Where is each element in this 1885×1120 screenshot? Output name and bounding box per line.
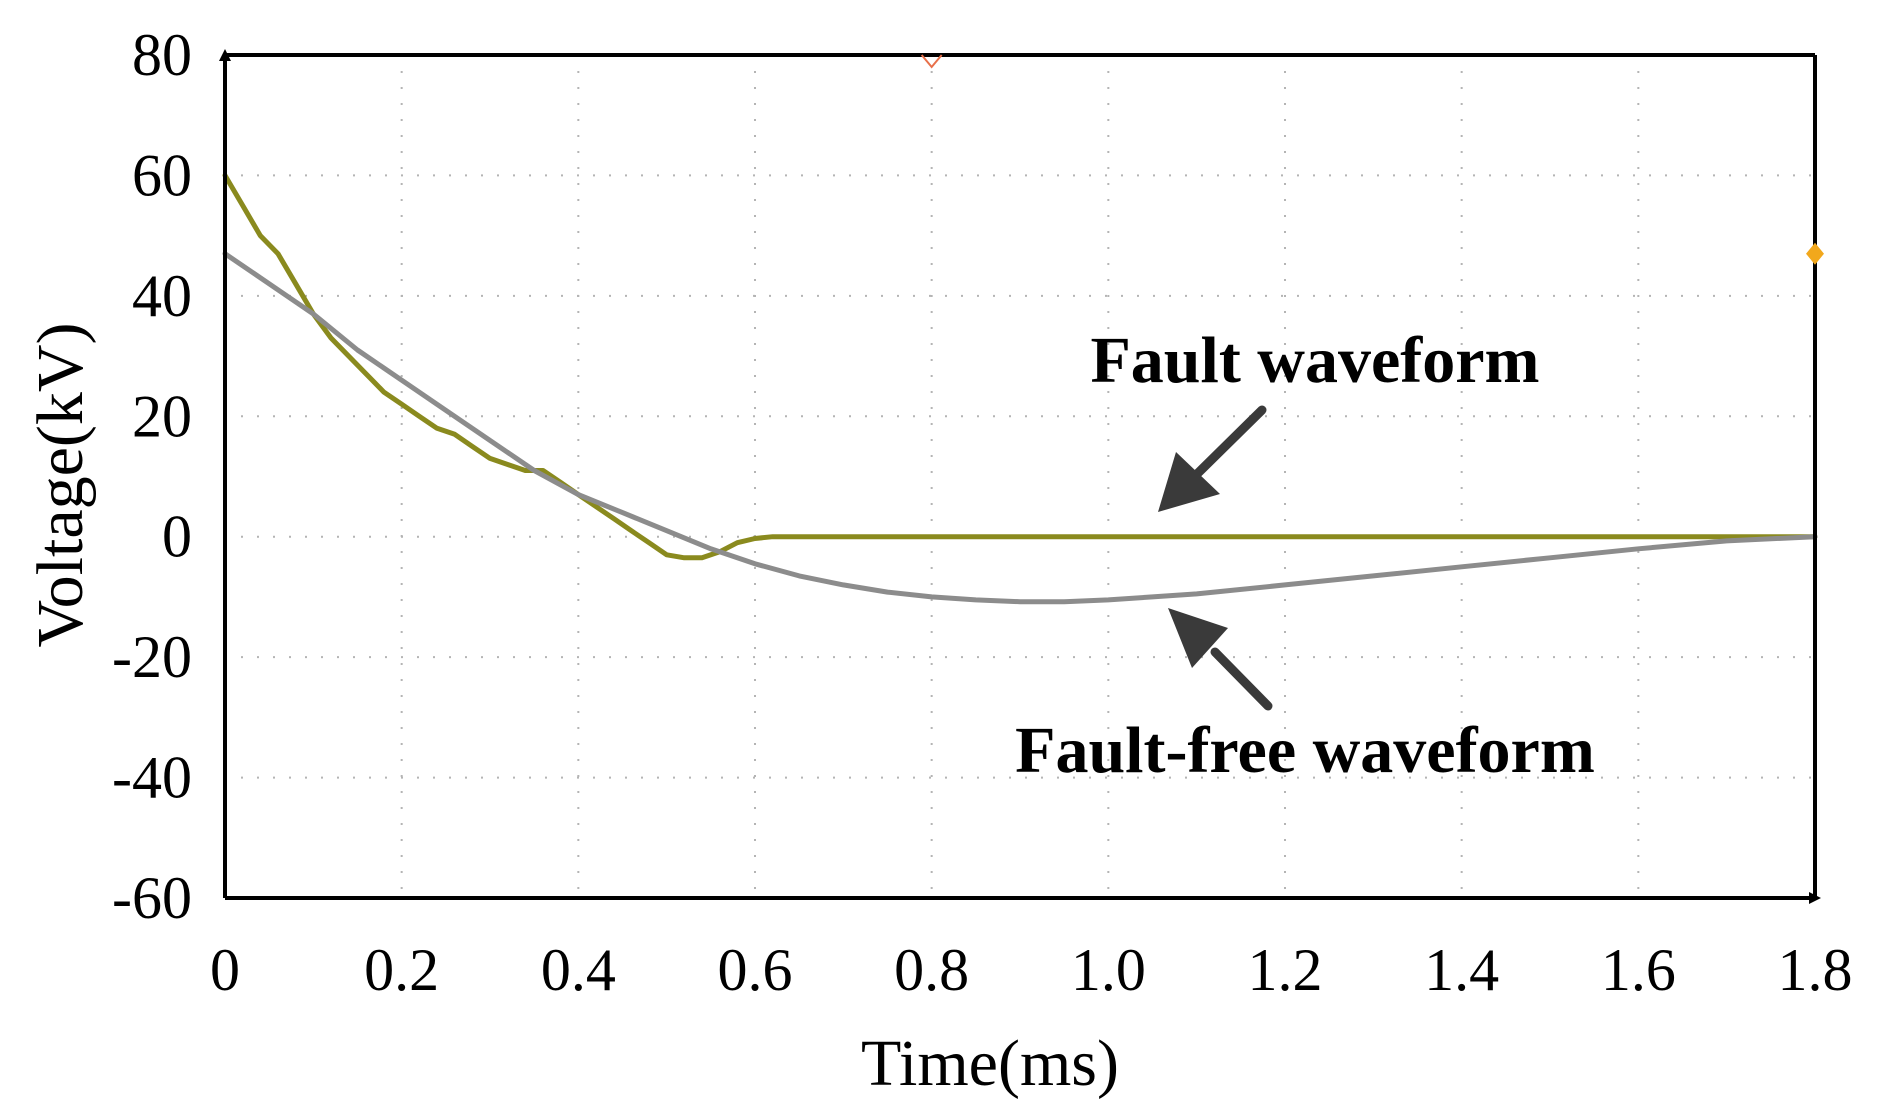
y-tick-label: 20 <box>132 383 192 449</box>
series-line-fault-free-waveform <box>222 251 1818 605</box>
x-tick-label: 1.4 <box>1424 937 1499 1003</box>
x-tick-label: 1.8 <box>1778 937 1853 1003</box>
y-tick-label: 0 <box>162 504 192 570</box>
x-tick-label: 1.2 <box>1248 937 1323 1003</box>
x-tick-label: 0 <box>210 937 240 1003</box>
x-tick-label: 0.2 <box>364 937 439 1003</box>
trigger-marker-icon <box>920 54 943 69</box>
y-tick-label: -40 <box>112 745 192 811</box>
y-tick-label: 60 <box>132 142 192 208</box>
x-tick-label: 0.4 <box>541 937 616 1003</box>
y-tick-label: 40 <box>132 263 192 329</box>
series-group <box>222 172 1818 605</box>
x-tick-labels: 0 0.2 0.4 0.6 0.8 1.0 1.2 1.4 1.6 1.8 <box>210 937 1853 1003</box>
level-marker-icon <box>1806 242 1824 265</box>
oscilloscope-markers <box>920 54 1824 265</box>
x-tick-label: 0.6 <box>718 937 793 1003</box>
annotations: Fault waveform Fault-free waveform <box>1015 324 1595 787</box>
y-axis-label: Voltage(kV) <box>24 322 97 647</box>
y-tick-labels: 80 60 40 20 0 -20 -40 -60 <box>112 22 192 931</box>
plot-frame <box>219 49 1821 904</box>
y-tick-label: -60 <box>112 865 192 931</box>
arrow-to-fault-waveform <box>1158 405 1267 512</box>
x-tick-label: 1.0 <box>1071 937 1146 1003</box>
x-axis-label: Time(ms) <box>861 1027 1119 1100</box>
y-tick-label: -20 <box>112 624 192 690</box>
arrow-to-fault-free-waveform <box>1168 608 1273 711</box>
annotation-fault-waveform: Fault waveform <box>1090 324 1539 397</box>
x-tick-label: 0.8 <box>894 937 969 1003</box>
y-tick-label: 80 <box>132 22 192 88</box>
annotation-fault-free-waveform: Fault-free waveform <box>1015 714 1595 787</box>
x-tick-label: 1.6 <box>1601 937 1676 1003</box>
